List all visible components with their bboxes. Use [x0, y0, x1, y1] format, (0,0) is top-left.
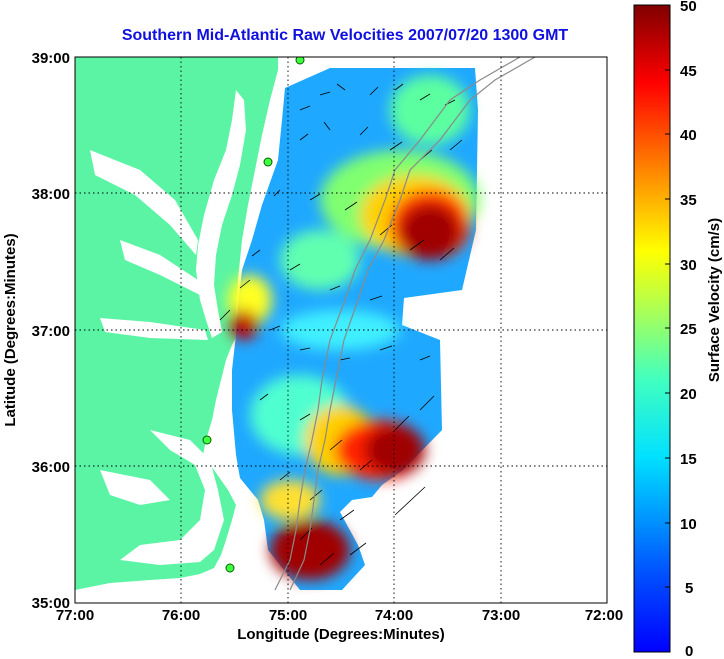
colorbar-tick-label: 20 — [680, 386, 697, 403]
speed-blob — [390, 75, 470, 145]
y-tick-label: 36:00 — [32, 459, 70, 476]
y-tick-label: 38:00 — [32, 186, 70, 203]
speed-blob — [230, 310, 258, 340]
colorbar-tick-label: 30 — [680, 257, 697, 274]
bathymetry-contours — [274, 57, 536, 591]
speed-blob — [280, 230, 360, 290]
bay-inlet — [100, 318, 208, 340]
bay-inlet — [120, 240, 200, 295]
x-axis: 77:00 76:00 75:00 74:00 73:00 72:00 Long… — [56, 607, 623, 643]
colorbar-gradient — [633, 4, 671, 653]
colorbar-tick-label: 40 — [680, 127, 697, 144]
y-tick-label: 37:00 — [32, 323, 70, 340]
colorbar-tick-label: 45 — [680, 63, 697, 80]
speed-blob — [270, 520, 350, 580]
speed-blob — [260, 480, 320, 520]
radar-site-marker — [202, 435, 212, 445]
x-tick-label: 72:00 — [585, 607, 623, 624]
colorbar-label: Surface Velocity (cm/s) — [706, 218, 723, 382]
colorbar: 50 45 40 35 30 25 20 15 10 5 0 Surface V… — [633, 0, 723, 659]
radar-site-marker — [225, 563, 235, 573]
speed-blob — [365, 425, 425, 475]
graticule — [75, 57, 607, 603]
radar-site-marker — [295, 57, 305, 65]
x-tick-label: 75:00 — [269, 607, 307, 624]
y-axis-label: Latitude (Degrees:Minutes) — [2, 233, 19, 426]
plot-frame — [74, 56, 608, 604]
radar-sites — [202, 57, 305, 573]
speed-blob — [400, 204, 460, 260]
radar-site-marker — [263, 157, 273, 167]
sound-water — [100, 470, 170, 505]
y-axis: 39:00 38:00 37:00 36:00 35:00 Latitude (… — [2, 50, 70, 612]
map-title: Southern Mid-Atlantic Raw Velocities 200… — [122, 27, 569, 44]
chesapeake-bay — [196, 90, 246, 338]
x-tick-label: 73:00 — [482, 607, 520, 624]
colorbar-tick-label: 25 — [680, 321, 697, 338]
x-tick-label: 77:00 — [56, 607, 94, 624]
colorbar-tick-label: 0 — [685, 643, 693, 659]
velocity-vectors — [219, 83, 463, 566]
colorbar-tick-label: 10 — [680, 516, 697, 533]
colorbar-tick-label: 50 — [680, 0, 697, 15]
colorbar-tick-label: 5 — [685, 580, 693, 597]
colorbar-tick-label: 15 — [680, 451, 697, 468]
y-tick-label: 39:00 — [32, 50, 70, 67]
speed-blob — [280, 310, 400, 350]
colorbar-tick-label: 35 — [680, 192, 697, 209]
x-axis-label: Longitude (Degrees:Minutes) — [237, 626, 445, 643]
bay-inlet — [90, 150, 198, 255]
x-tick-label: 74:00 — [375, 607, 413, 624]
x-tick-label: 76:00 — [162, 607, 200, 624]
y-tick-label: 35:00 — [32, 595, 70, 612]
plot-area — [75, 57, 607, 603]
sound-water — [120, 430, 224, 565]
